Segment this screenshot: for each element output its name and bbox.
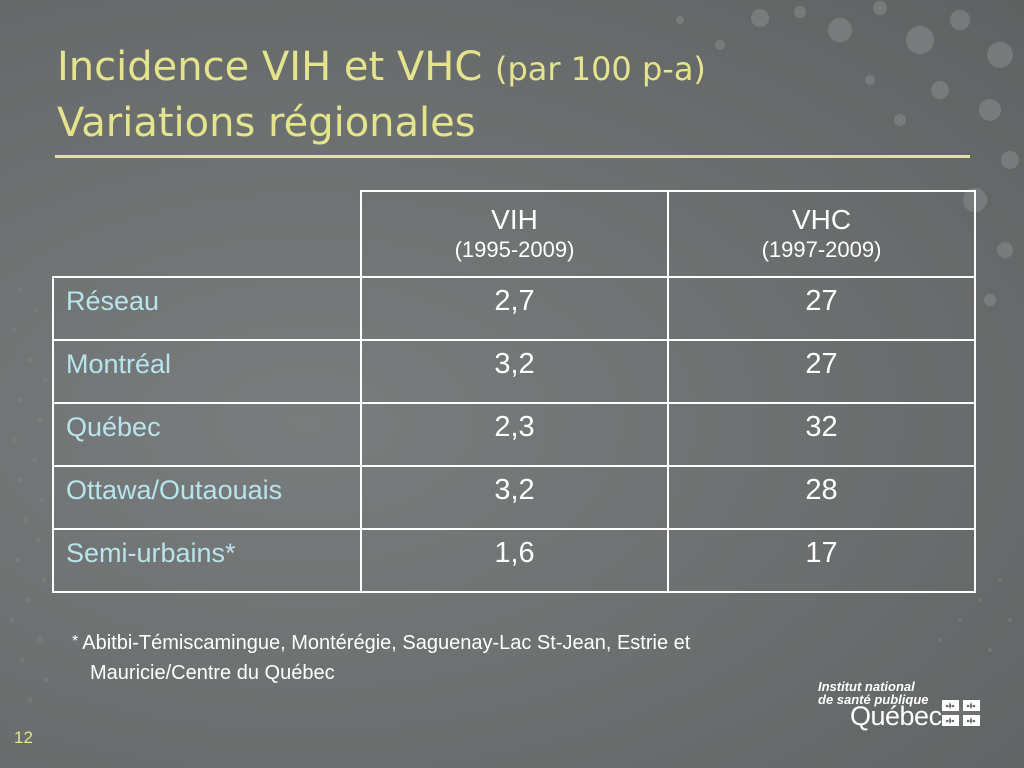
table-row: Réseau 2,7 27 — [52, 276, 976, 341]
vhc-cell: 32 — [667, 402, 976, 467]
header-range: (1995-2009) — [454, 237, 575, 262]
footnote-line-2: Mauricie/Centre du Québec — [90, 662, 335, 684]
vhc-cell: 28 — [667, 465, 976, 530]
page-number: 12 — [14, 728, 33, 747]
header-cell-vhc: VHC (1997-2009) — [667, 190, 976, 278]
footnote-line-1: Abitbi-Témiscamingue, Montérégie, Saguen… — [82, 632, 691, 654]
footnote: * Abitbi-Témiscamingue, Montérégie, Sague… — [72, 627, 892, 688]
header-cell-vih: VIH (1995-2009) — [360, 190, 669, 278]
vhc-cell: 27 — [667, 339, 976, 404]
inspq-logo: Institut national de santé publique Québ… — [818, 680, 988, 730]
vhc-cell: 27 — [667, 276, 976, 341]
region-label: Réseau — [66, 286, 160, 316]
vih-value: 3,2 — [494, 474, 535, 506]
fleur-de-lis-flag-icon — [942, 700, 980, 726]
logo-wordmark: Québec — [850, 701, 942, 731]
vhc-value: 27 — [805, 285, 838, 317]
vih-cell: 2,7 — [360, 276, 669, 341]
vhc-cell: 17 — [667, 528, 976, 593]
logo-line-2: de santé publique — [818, 692, 929, 707]
vih-cell: 1,6 — [360, 528, 669, 593]
table-row: Québec 2,3 32 — [52, 402, 976, 467]
header-label: VHC — [791, 204, 852, 235]
vih-cell: 2,3 — [360, 402, 669, 467]
region-label: Montréal — [66, 349, 172, 379]
vhc-value: 32 — [805, 411, 838, 443]
table-row: Ottawa/Outaouais 3,2 28 — [52, 465, 976, 530]
region-label: Québec — [66, 412, 161, 442]
title-unit: (par 100 p-a) — [494, 50, 706, 88]
table-header-row: VIH (1995-2009) VHC (1997-2009) — [53, 190, 976, 278]
vhc-value: 28 — [805, 474, 838, 506]
region-label: Semi-urbains* — [66, 538, 236, 568]
region-cell: Semi-urbains* — [52, 528, 362, 593]
header-empty-cell — [53, 191, 362, 278]
vhc-value: 27 — [805, 348, 838, 380]
vih-cell: 3,2 — [360, 465, 669, 530]
region-label: Ottawa/Outaouais — [66, 475, 283, 505]
incidence-table: VIH (1995-2009) VHC (1997-2009) Réseau 2… — [52, 190, 976, 593]
title-line-2: Variations régionales — [57, 100, 476, 146]
title-line-1: Incidence VIH et VHC (par 100 p-a) — [57, 40, 706, 96]
header-range: (1997-2009) — [761, 237, 882, 262]
vih-value: 2,7 — [494, 285, 535, 317]
table-row: Montréal 3,2 27 — [52, 339, 976, 404]
header-label: VIH — [491, 204, 538, 235]
region-cell: Réseau — [52, 276, 362, 341]
vhc-value: 17 — [805, 537, 838, 569]
title-main: Incidence VIH et VHC — [57, 44, 495, 90]
logo-line-1: Institut national — [818, 679, 915, 694]
region-cell: Ottawa/Outaouais — [52, 465, 362, 530]
region-cell: Montréal — [52, 339, 362, 404]
region-cell: Québec — [52, 402, 362, 467]
title-underline — [55, 155, 970, 158]
footnote-marker: * — [72, 633, 79, 650]
table-row: Semi-urbains* 1,6 17 — [52, 528, 976, 593]
vih-value: 1,6 — [494, 537, 535, 569]
slide-title: Incidence VIH et VHC (par 100 p-a) Varia… — [57, 40, 706, 150]
vih-cell: 3,2 — [360, 339, 669, 404]
vih-value: 2,3 — [494, 411, 535, 443]
vih-value: 3,2 — [494, 348, 535, 380]
